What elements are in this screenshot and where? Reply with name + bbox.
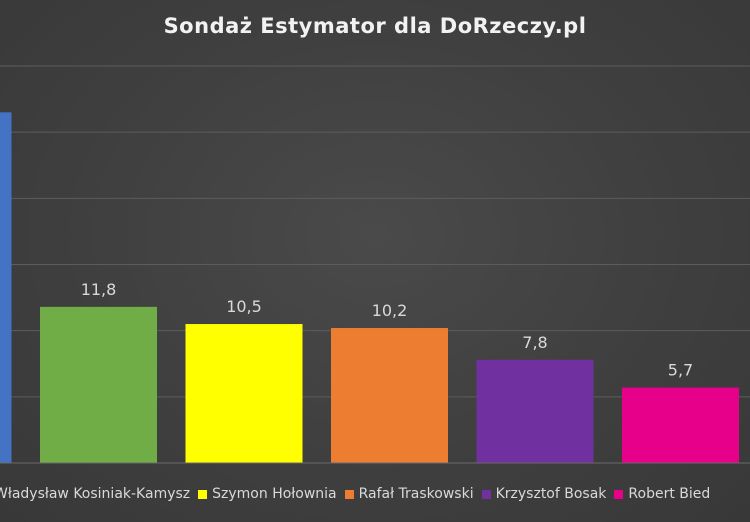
legend-swatch [344,489,354,499]
data-label-3: 10,2 [372,301,408,320]
bar-1 [40,306,157,463]
legend-label: Krzysztof Bosak [495,486,607,502]
legend-swatch [481,489,491,499]
data-label-4: 7,8 [522,333,547,352]
legend-label: Rafał Traskowski [358,486,474,502]
data-label-2: 10,5 [226,297,262,316]
legend-swatch [198,489,208,499]
bar-0 [0,112,12,464]
data-label-5: 5,7 [668,361,693,380]
data-labels: 11,8 10,5 10,2 7,8 5,7 [81,280,694,380]
legend-item-1: Władysław Kosiniak-Kamysz [0,486,190,502]
legend-label: Robert Bied [628,486,711,502]
legend-label: Władysław Kosiniak-Kamysz [0,486,191,502]
legend-label: Szymon Hołownia [212,486,337,502]
bar-4 [476,359,594,463]
data-label-1: 11,8 [81,280,117,299]
legend-item-3: Rafał Traskowski [344,486,474,502]
legend-item-4: Krzysztof Bosak [481,486,607,502]
chart-legend: Władysław Kosiniak-Kamysz Szymon Hołownia… [0,486,718,502]
legend-swatch [614,489,624,499]
legend-item-2: Szymon Hołownia [198,486,337,502]
bar-5 [622,387,739,463]
bar-3 [331,328,448,463]
chart-title: Sondaż Estymator dla DoRzeczy.pl [163,14,587,38]
bar-chart: 11,8 10,5 10,2 7,8 5,7 [0,65,750,464]
legend-item-5: Robert Bied [614,486,710,502]
bar-2 [185,324,303,463]
bars [0,112,739,464]
